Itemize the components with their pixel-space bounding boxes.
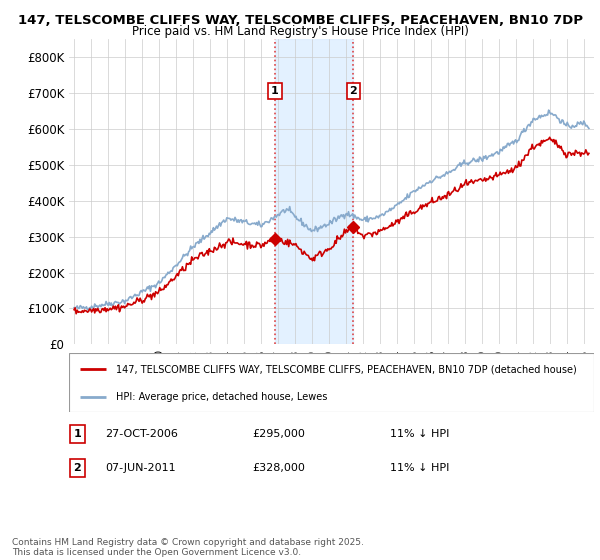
Bar: [275, 39, 353, 344]
Text: HPI: Average price, detached house, Lewes: HPI: Average price, detached house, Lewe…: [116, 392, 328, 402]
Text: 11% ↓ HPI: 11% ↓ HPI: [390, 429, 449, 439]
Text: 07-JUN-2011: 07-JUN-2011: [105, 463, 176, 473]
Text: Price paid vs. HM Land Registry's House Price Index (HPI): Price paid vs. HM Land Registry's House …: [131, 25, 469, 38]
Text: 27-OCT-2006: 27-OCT-2006: [105, 429, 178, 439]
Text: 11% ↓ HPI: 11% ↓ HPI: [390, 463, 449, 473]
Text: 1: 1: [74, 429, 81, 439]
Text: 147, TELSCOMBE CLIFFS WAY, TELSCOMBE CLIFFS, PEACEHAVEN, BN10 7DP (detached hous: 147, TELSCOMBE CLIFFS WAY, TELSCOMBE CLI…: [116, 364, 577, 374]
Text: 1: 1: [271, 86, 279, 96]
Text: 147, TELSCOMBE CLIFFS WAY, TELSCOMBE CLIFFS, PEACEHAVEN, BN10 7DP: 147, TELSCOMBE CLIFFS WAY, TELSCOMBE CLI…: [17, 14, 583, 27]
Text: £328,000: £328,000: [252, 463, 305, 473]
Text: 2: 2: [74, 463, 81, 473]
Text: 2: 2: [349, 86, 357, 96]
Text: Contains HM Land Registry data © Crown copyright and database right 2025.
This d: Contains HM Land Registry data © Crown c…: [12, 538, 364, 557]
Text: £295,000: £295,000: [252, 429, 305, 439]
